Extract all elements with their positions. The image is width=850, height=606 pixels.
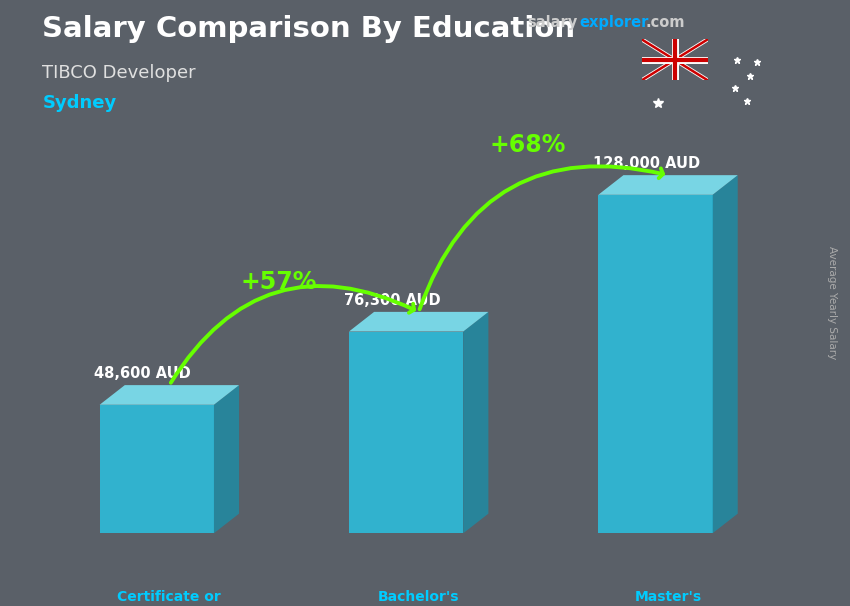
Polygon shape	[712, 175, 738, 533]
Text: Certificate or
Diploma: Certificate or Diploma	[117, 590, 221, 606]
Text: +57%: +57%	[241, 270, 316, 294]
Polygon shape	[99, 385, 239, 405]
Polygon shape	[598, 175, 738, 195]
Text: +68%: +68%	[490, 133, 566, 157]
Polygon shape	[349, 312, 489, 331]
Text: TIBCO Developer: TIBCO Developer	[42, 64, 196, 82]
Polygon shape	[598, 195, 712, 533]
Text: Average Yearly Salary: Average Yearly Salary	[827, 247, 837, 359]
FancyArrowPatch shape	[420, 166, 663, 309]
Text: 76,300 AUD: 76,300 AUD	[343, 293, 440, 307]
Text: Salary Comparison By Education: Salary Comparison By Education	[42, 15, 575, 43]
Polygon shape	[214, 385, 239, 533]
Text: .com: .com	[646, 15, 685, 30]
Text: Master's
Degree: Master's Degree	[634, 590, 701, 606]
Text: explorer: explorer	[580, 15, 649, 30]
Polygon shape	[463, 312, 489, 533]
Polygon shape	[349, 331, 463, 533]
Text: Bachelor's
Degree: Bachelor's Degree	[378, 590, 460, 606]
Polygon shape	[99, 405, 214, 533]
Text: salary: salary	[527, 15, 577, 30]
FancyArrowPatch shape	[171, 286, 414, 383]
Text: Sydney: Sydney	[42, 94, 116, 112]
Text: 128,000 AUD: 128,000 AUD	[593, 156, 700, 171]
Text: 48,600 AUD: 48,600 AUD	[94, 366, 191, 381]
